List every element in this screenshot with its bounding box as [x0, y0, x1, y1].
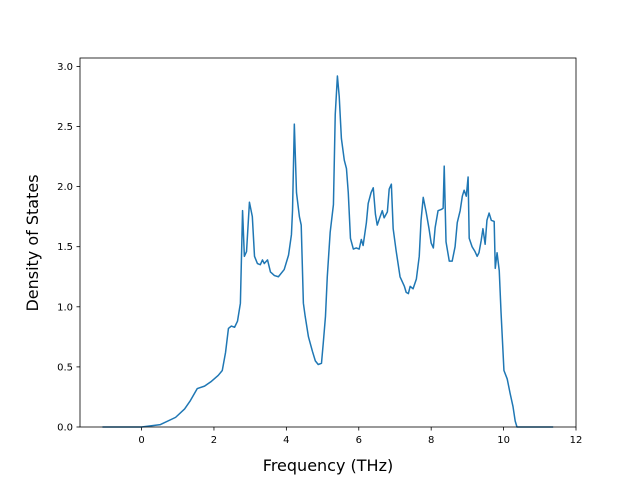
y-tick-label: 1.5	[57, 242, 73, 253]
x-tick-label: 8	[428, 435, 434, 446]
y-tick-label: 0.5	[57, 362, 73, 373]
y-tick-label: 2.5	[57, 122, 73, 133]
x-tick-label: 10	[497, 435, 510, 446]
axes-frame	[79, 57, 577, 428]
x-tick-label: 0	[138, 435, 144, 446]
data-line	[102, 75, 554, 428]
x-tick-label: 2	[211, 435, 217, 446]
y-tick-label: 1.0	[57, 302, 73, 313]
x-tick-label: 12	[570, 435, 583, 446]
x-tick-label: 4	[283, 435, 289, 446]
y-tick-label: 0.0	[57, 423, 73, 434]
y-axis-label: Density of States	[23, 174, 42, 311]
y-tick-label: 3.0	[57, 62, 73, 73]
y-tick-label: 2.0	[57, 182, 73, 193]
x-tick-label: 6	[356, 435, 362, 446]
x-axis-label: Frequency (THz)	[263, 456, 393, 475]
